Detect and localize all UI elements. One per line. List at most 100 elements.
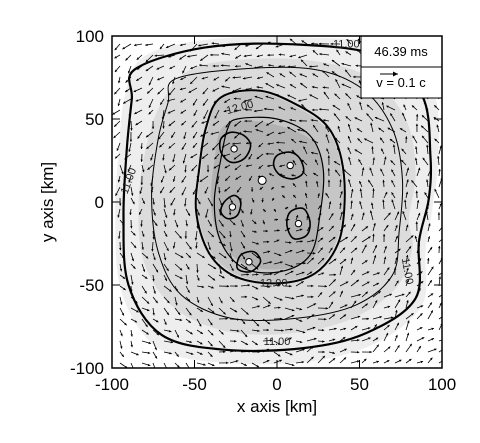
velocity-arrow-613 — [339, 179, 342, 188]
velocity-arrow-343 — [236, 186, 242, 193]
peak-5 — [245, 258, 253, 266]
velocity-arrow-606 — [332, 104, 341, 111]
contour-line-6 — [219, 194, 242, 220]
y-tick-label-1: -50 — [79, 276, 104, 295]
velocity-arrow-597 — [328, 338, 336, 342]
velocity-arrow-44 — [130, 197, 135, 205]
velocity-arrow-444 — [273, 306, 281, 309]
peak-0 — [230, 145, 238, 153]
velocity-arrow-177 — [174, 340, 184, 345]
velocity-arrow-418 — [262, 348, 270, 353]
velocity-arrow-410 — [262, 261, 273, 265]
velocity-arrow-24 — [119, 307, 125, 316]
velocity-arrow-82 — [141, 285, 147, 294]
velocity-arrow-296 — [218, 329, 224, 335]
velocity-arrow-590 — [328, 258, 337, 265]
velocity-arrow-463 — [281, 185, 286, 189]
velocity-arrow-121 — [154, 54, 165, 57]
velocity-arrow-365 — [243, 98, 253, 103]
velocity-arrow-111 — [152, 274, 155, 282]
velocity-arrow-464 — [282, 194, 286, 199]
velocity-arrow-1 — [114, 54, 121, 59]
velocity-arrow-650 — [350, 257, 354, 265]
velocity-arrow-745 — [383, 316, 394, 320]
velocity-arrow-460 — [278, 148, 286, 155]
velocity-arrow-487 — [289, 118, 297, 122]
velocity-arrow-280 — [214, 153, 220, 160]
velocity-arrow-527 — [306, 225, 311, 232]
velocity-arrow-571 — [319, 52, 330, 56]
velocity-arrow-25 — [119, 318, 127, 326]
velocity-arrow-225 — [196, 208, 200, 216]
velocity-arrow-129 — [159, 142, 165, 148]
velocity-arrow-252 — [199, 175, 209, 183]
velocity-arrow-279 — [212, 142, 220, 151]
y-axis-label: y axis [km] — [38, 162, 57, 242]
velocity-arrow-28 — [119, 351, 125, 358]
velocity-arrow-827 — [415, 221, 418, 232]
velocity-arrow-644 — [350, 188, 354, 199]
velocity-arrow-548 — [312, 124, 319, 133]
velocity-arrow-62 — [136, 65, 143, 70]
velocity-arrow-217 — [191, 120, 198, 128]
velocity-arrow-626 — [339, 327, 347, 331]
velocity-arrow-532 — [306, 284, 314, 288]
velocity-arrow-544 — [311, 85, 319, 89]
velocity-arrow-311 — [224, 164, 231, 169]
velocity-arrow-537 — [306, 337, 317, 342]
velocity-arrow-374 — [251, 197, 255, 203]
velocity-arrow-654 — [350, 300, 357, 309]
velocity-arrow-211 — [187, 54, 198, 58]
velocity-arrow-474 — [284, 307, 295, 312]
velocity-arrow-511 — [298, 54, 308, 59]
velocity-arrow-51 — [130, 274, 134, 285]
velocity-arrow-188 — [183, 131, 187, 140]
velocity-arrow-368 — [243, 130, 253, 133]
velocity-arrow-207 — [185, 340, 192, 344]
velocity-arrow-290 — [218, 263, 222, 274]
velocity-arrow-579 — [325, 134, 330, 144]
velocity-arrow-246 — [203, 109, 209, 120]
velocity-arrow-601 — [336, 49, 341, 56]
velocity-arrow-333 — [232, 76, 242, 79]
velocity-arrow-868 — [427, 348, 437, 353]
velocity-arrow-40 — [124, 153, 132, 160]
velocity-arrow-756 — [386, 105, 396, 111]
velocity-arrow-336 — [234, 109, 242, 112]
velocity-arrow-536 — [306, 326, 316, 331]
velocity-arrow-172 — [174, 285, 179, 292]
velocity-arrow-834 — [416, 305, 424, 309]
peak-1 — [286, 161, 294, 170]
velocity-arrow-516 — [301, 104, 308, 111]
velocity-arrow-879 — [434, 138, 440, 144]
velocity-arrow-21 — [119, 274, 126, 280]
velocity-arrow-49 — [130, 252, 134, 262]
velocity-arrow-107 — [152, 230, 155, 240]
velocity-arrow-772 — [394, 280, 399, 287]
velocity-arrow-358 — [240, 350, 252, 353]
velocity-arrow-46 — [130, 219, 133, 229]
velocity-arrow-3 — [117, 76, 121, 84]
velocity-arrow-148 — [163, 351, 172, 355]
velocity-arrow-195 — [185, 208, 191, 217]
velocity-arrow-618 — [339, 236, 349, 243]
axes: -100 -50 0 50 100 -100 -50 0 50 100 — [70, 27, 456, 394]
velocity-arrow-281 — [213, 164, 220, 169]
velocity-arrow-712 — [372, 282, 380, 287]
velocity-arrow-838 — [416, 345, 422, 353]
velocity-arrow-54 — [130, 307, 139, 313]
velocity-arrow-729 — [379, 137, 385, 144]
velocity-arrow-294 — [218, 307, 226, 315]
velocity-arrow-81 — [141, 274, 148, 280]
velocity-arrow-803 — [405, 291, 411, 298]
y-tick-label-0: -100 — [70, 359, 104, 378]
velocity-arrow-595 — [328, 314, 336, 320]
velocity-arrow-742 — [383, 278, 391, 287]
velocity-arrow-421 — [267, 53, 275, 57]
velocity-arrow-27 — [119, 340, 123, 349]
velocity-arrow-864 — [427, 302, 433, 309]
velocity-arrow-391 — [256, 54, 264, 58]
velocity-arrow-461 — [279, 164, 286, 168]
velocity-arrow-612 — [334, 169, 341, 177]
velocity-arrow-10 — [114, 153, 121, 159]
